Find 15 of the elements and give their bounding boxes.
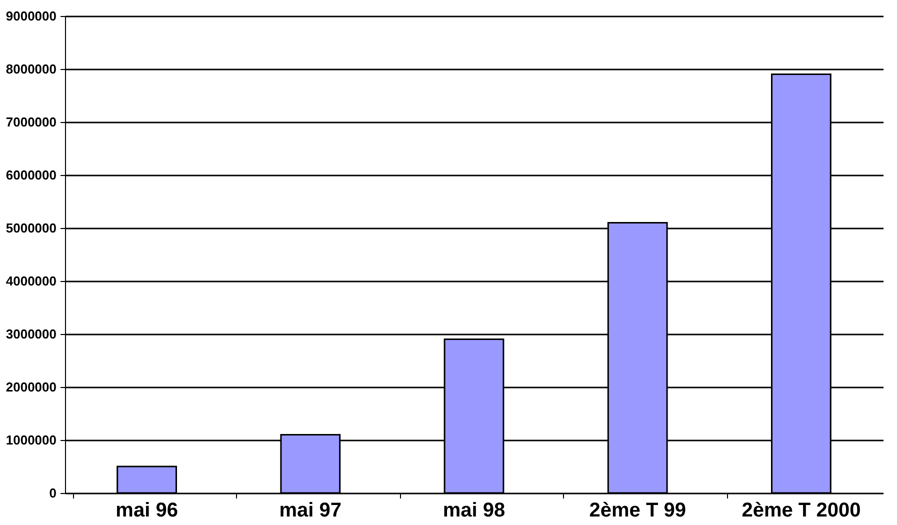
x-tick-label: 2ème T 2000 [742,500,861,522]
x-tick-label: mai 96 [116,500,178,522]
y-tick-label: 4000000 [6,274,56,288]
y-tick-label: 9000000 [6,8,56,24]
y-tick-label: 6000000 [6,168,56,182]
y-tick-label: 5000000 [6,220,56,236]
x-tick-label: mai 97 [279,500,342,522]
x-tick-label: 2ème T 99 [589,500,686,522]
y-tick-label: 8000000 [6,62,56,76]
x-tick-label: mai 98 [442,500,506,522]
y-tick-label: 1000000 [6,432,56,448]
y-tick-label: 0 [49,486,56,500]
y-tick-label: 3000000 [6,326,56,342]
y-tick-label: 7000000 [6,114,56,130]
y-tick-label: 2000000 [6,380,56,394]
